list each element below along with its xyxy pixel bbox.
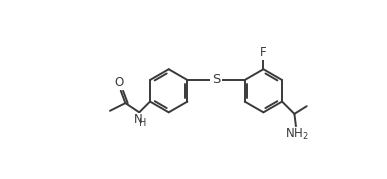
Text: NH$_2$: NH$_2$ <box>285 127 308 142</box>
Text: O: O <box>115 76 124 89</box>
Text: F: F <box>260 46 267 59</box>
Text: H: H <box>139 118 146 129</box>
Text: N: N <box>134 113 143 126</box>
Text: S: S <box>212 74 220 86</box>
